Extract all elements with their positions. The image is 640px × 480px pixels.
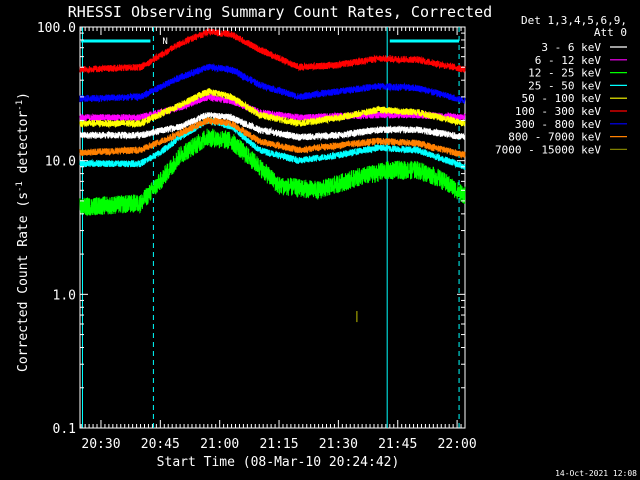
y-axis-label: Corrected Count Rate (s-1 detector-1) (15, 92, 31, 372)
x-axis-label: Start Time (08-Mar-10 20:24:42) (157, 455, 400, 470)
night-marker-label: N (162, 37, 167, 47)
y-tick-label: 1.0 (53, 288, 76, 303)
x-tick-label: 20:30 (81, 437, 120, 452)
legend-label: 300 - 800 keV (515, 118, 601, 131)
legend-label: 100 - 300 keV (515, 105, 601, 118)
x-tick-label: 21:15 (259, 437, 298, 452)
x-tick-label: 20:45 (141, 437, 180, 452)
legend-label: 25 - 50 keV (528, 79, 601, 92)
legend-header: Att 0 (594, 26, 627, 39)
y-tick-label: 0.1 (53, 422, 76, 437)
series-line (80, 88, 465, 127)
legend-label: 12 - 25 keV (528, 67, 601, 80)
plot-area: N (80, 27, 465, 428)
y-axis: 0.1 1.0 10.0 100.0 (37, 21, 465, 437)
legend-label: 800 - 7000 keV (508, 131, 601, 144)
x-tick-label: 21:45 (378, 437, 417, 452)
x-tick-label: 21:00 (200, 437, 239, 452)
legend-label: 7000 - 15000 keV (495, 143, 601, 156)
legend-label: 6 - 12 keV (535, 54, 602, 67)
y-tick-label: 10.0 (45, 155, 76, 170)
legend-label: 3 - 6 keV (541, 41, 601, 54)
x-tick-label: 22:00 (438, 437, 477, 452)
timestamp: 14-Oct-2021 12:08 (555, 469, 637, 478)
x-tick-label: 21:30 (319, 437, 358, 452)
series-line (80, 29, 465, 73)
chart-title: RHESSI Observing Summary Count Rates, Co… (68, 3, 492, 21)
legend-label: 50 - 100 keV (522, 92, 602, 105)
y-tick-label: 100.0 (37, 21, 76, 36)
